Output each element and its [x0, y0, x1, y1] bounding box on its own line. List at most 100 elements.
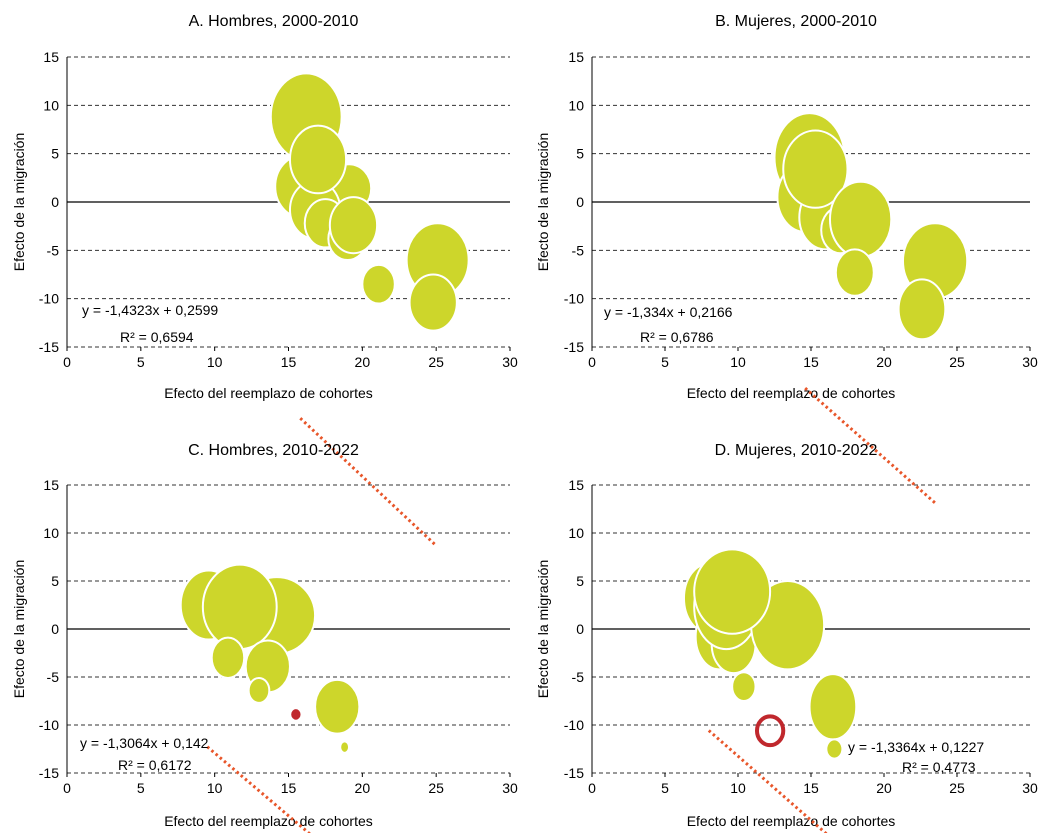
- x-tick-label: 15: [803, 354, 819, 370]
- y-tick-label: 15: [568, 477, 584, 493]
- x-tick-label: 25: [428, 354, 444, 370]
- bubble-marker: [210, 636, 246, 679]
- trend-equation: y = -1,3364x + 0,1227: [848, 739, 984, 755]
- x-tick-label: 30: [502, 780, 518, 796]
- ring-marker: [754, 714, 786, 748]
- y-tick-label: 15: [43, 49, 59, 65]
- bubble-marker: [828, 180, 893, 259]
- x-tick-label: 0: [63, 780, 71, 796]
- x-axis-title: Efecto del reemplazo de cohortes: [687, 813, 896, 829]
- x-tick-label: 30: [502, 354, 518, 370]
- x-tick-label: 5: [137, 354, 145, 370]
- x-tick-label: 30: [1022, 780, 1038, 796]
- x-tick-label: 0: [63, 354, 71, 370]
- bubble-marker: [361, 263, 396, 305]
- bubble-marker: [328, 196, 379, 255]
- chart-title: C. Hombres, 2010-2022: [188, 442, 359, 459]
- bubble-marker: [288, 124, 348, 195]
- bubble-marker: [201, 563, 278, 651]
- bubble-marker: [782, 129, 849, 209]
- r-squared-label: R² = 0,6594: [120, 329, 194, 345]
- x-tick-label: 0: [588, 780, 596, 796]
- bubble-marker: [825, 738, 844, 760]
- x-tick-label: 15: [803, 780, 819, 796]
- y-tick-label: -5: [572, 242, 585, 258]
- trend-equation: y = -1,4323x + 0,2599: [82, 302, 218, 318]
- y-tick-label: 0: [51, 194, 59, 210]
- x-tick-label: 15: [281, 354, 297, 370]
- chart-title: A. Hombres, 2000-2010: [189, 13, 359, 30]
- r-squared-label: R² = 0,4773: [902, 759, 976, 775]
- x-tick-label: 10: [730, 780, 746, 796]
- x-tick-label: 25: [949, 780, 965, 796]
- x-tick-label: 5: [661, 354, 669, 370]
- y-tick-label: 5: [51, 573, 59, 589]
- y-tick-label: -10: [564, 717, 584, 733]
- y-tick-label: 5: [576, 573, 584, 589]
- trend-equation: y = -1,3064x + 0,142: [80, 735, 209, 751]
- y-tick-label: -5: [47, 669, 60, 685]
- y-axis-title: Efecto de la migración: [535, 560, 551, 699]
- y-tick-label: 0: [576, 621, 584, 637]
- y-tick-label: -5: [572, 669, 585, 685]
- y-axis-title: Efecto de la migración: [535, 133, 551, 272]
- y-tick-label: 15: [568, 49, 584, 65]
- y-tick-label: 10: [43, 525, 59, 541]
- y-tick-label: -5: [47, 242, 60, 258]
- y-tick-label: -15: [564, 765, 584, 781]
- x-tick-label: 15: [281, 780, 297, 796]
- y-tick-label: 15: [43, 477, 59, 493]
- x-tick-label: 25: [949, 354, 965, 370]
- x-tick-label: 20: [876, 354, 892, 370]
- y-tick-label: 0: [576, 194, 584, 210]
- x-axis-title: Efecto del reemplazo de cohortes: [687, 385, 896, 401]
- y-tick-label: -10: [564, 291, 584, 307]
- bubble-marker: [247, 676, 271, 704]
- x-tick-label: 10: [207, 780, 223, 796]
- trend-equation: y = -1,334x + 0,2166: [604, 304, 733, 320]
- trendline: [206, 745, 312, 833]
- x-tick-label: 5: [661, 780, 669, 796]
- x-tick-label: 20: [355, 780, 371, 796]
- bubble-marker: [339, 740, 351, 754]
- y-tick-label: 10: [568, 525, 584, 541]
- x-tick-label: 20: [355, 354, 371, 370]
- bubble-marker: [834, 248, 875, 297]
- y-tick-label: 10: [568, 97, 584, 113]
- y-tick-label: -15: [564, 339, 584, 355]
- y-tick-label: 5: [51, 146, 59, 162]
- x-tick-label: 0: [588, 354, 596, 370]
- y-axis-title: Efecto de la migración: [11, 560, 27, 699]
- trendline: [299, 417, 436, 546]
- chart-title: D. Mujeres, 2010-2022: [715, 442, 878, 459]
- bubble-marker: [314, 678, 361, 735]
- bubble-marker: [897, 278, 947, 341]
- y-tick-label: 0: [51, 621, 59, 637]
- y-axis-title: Efecto de la migración: [11, 133, 27, 272]
- x-axis-title: Efecto del reemplazo de cohortes: [164, 385, 373, 401]
- x-tick-label: 10: [730, 354, 746, 370]
- y-tick-label: 10: [43, 97, 59, 113]
- bubble-marker: [731, 671, 757, 702]
- r-squared-label: R² = 0,6172: [118, 757, 192, 773]
- chart-title: B. Mujeres, 2000-2010: [715, 13, 877, 30]
- bubble-marker: [808, 673, 858, 741]
- x-tick-label: 25: [428, 780, 444, 796]
- x-tick-label: 5: [137, 780, 145, 796]
- y-tick-label: -10: [39, 717, 59, 733]
- y-tick-label: -10: [39, 291, 59, 307]
- x-tick-label: 10: [207, 354, 223, 370]
- bubble-marker: [693, 548, 772, 635]
- y-tick-label: 5: [576, 146, 584, 162]
- r-squared-label: R² = 0,6786: [640, 329, 714, 345]
- y-tick-label: -15: [39, 339, 59, 355]
- trendline: [804, 387, 938, 506]
- x-axis-title: Efecto del reemplazo de cohortes: [164, 813, 373, 829]
- y-tick-label: -15: [39, 765, 59, 781]
- bubble-marker: [408, 273, 458, 332]
